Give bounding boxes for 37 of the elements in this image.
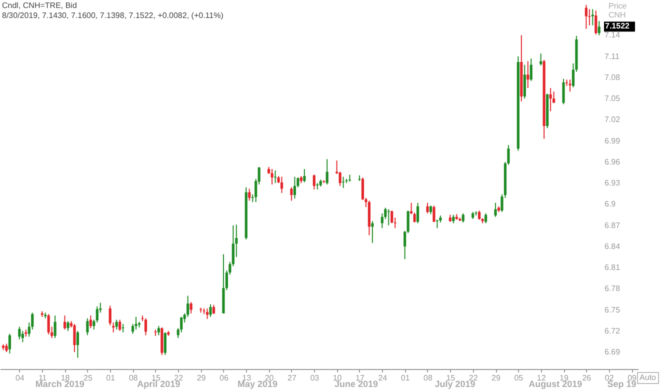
y-tick-label: 7.11 [604,52,620,61]
x-tick-label: 01 [400,374,410,382]
x-tick-label: 05 [514,374,524,382]
y-tick-label: 6.84 [604,242,621,251]
x-tick-label: 08 [128,374,138,382]
y-axis-title: Price CNH [608,2,628,20]
y-tick-label: 6.9 [604,200,616,209]
x-tick-label: 06 [220,374,229,382]
x-tick-label: 29 [492,374,501,382]
chart-title: Cndl, CNH=TRE, Bid [2,1,78,11]
annotation: 7.1522 [605,22,630,31]
y-tick-label: 6.93 [604,178,621,188]
y-tick-label: 6.87 [604,220,621,230]
x-tick-label: 25 [83,374,93,382]
y-tick-label: 6.96 [604,157,621,166]
candlestick [154,329,157,336]
x-tick-label: 08 [424,374,433,382]
y-tick-label: 6.81 [604,263,621,272]
x-tick-label: 01 [106,374,116,382]
y-tick-label: 7.05 [604,94,621,104]
y-tick-label: 6.99 [604,136,621,146]
x-tick-label: 04 [15,374,25,382]
y-tick-label: 7.02 [604,115,621,124]
y-tick-label: 6.78 [604,284,621,294]
text: 8/30/2019, 7.1430, 7.1600, 7.1398, 7.1522, +0.0082, (+0.11%) [2,11,224,21]
x-tick-label: 24 [378,374,388,382]
y-tick-label: 7.08 [604,72,621,82]
candlestick [202,308,206,315]
x-tick-label: 03 [310,374,320,382]
x-tick-label: 27 [288,374,297,382]
y-tick-label: 6.72 [604,326,621,336]
x-tick-label: 26 [582,374,592,382]
y-tick-label: 6.75 [604,305,621,314]
text: Auto [636,372,659,384]
y-tick-label: 7.14 [604,30,621,40]
y-tick-label: 6.69 [604,348,621,357]
x-tick-label: 29 [196,374,206,382]
